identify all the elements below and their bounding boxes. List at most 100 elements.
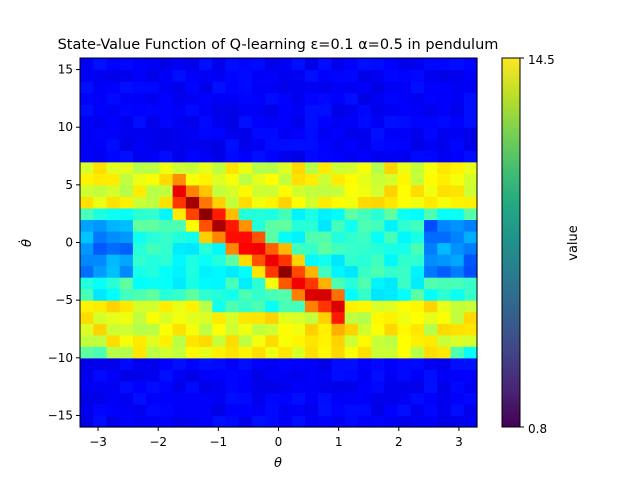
heatmap-cell [225, 311, 240, 324]
heatmap-cell [397, 323, 412, 336]
heatmap-cell [252, 403, 266, 417]
heatmap-cell [225, 346, 240, 359]
heatmap-cell [384, 69, 399, 82]
heatmap-cell [238, 207, 253, 221]
heatmap-cell [106, 92, 121, 105]
heatmap-cell [265, 415, 280, 428]
heatmap-cell [331, 92, 346, 105]
y-tick-label: −10 [48, 351, 73, 365]
heatmap-cell [238, 196, 253, 209]
heatmap-cell [424, 380, 438, 394]
heatmap-cell [424, 173, 438, 186]
heatmap-cell [119, 219, 134, 232]
heatmap-cell [344, 300, 359, 313]
heatmap-cell [450, 207, 465, 221]
heatmap-cell [199, 58, 213, 71]
heatmap-cell [304, 115, 319, 128]
heatmap-cell [106, 300, 121, 313]
heatmap-cell [185, 242, 200, 255]
heatmap-cell [146, 138, 160, 151]
heatmap-cell [252, 161, 266, 174]
heatmap-cell [185, 92, 200, 105]
heatmap-cell [450, 265, 465, 278]
heatmap-cell [172, 173, 187, 186]
heatmap-cell [93, 81, 108, 94]
heatmap-cell [93, 415, 108, 428]
heatmap-cell [450, 346, 465, 359]
heatmap-cell [252, 127, 266, 140]
heatmap-cell [265, 173, 280, 186]
heatmap-cell [357, 207, 372, 221]
heatmap-cell [357, 138, 372, 151]
heatmap-cell [159, 92, 174, 105]
heatmap-cell [278, 254, 293, 267]
heatmap-cell [384, 288, 399, 301]
heatmap-cell [410, 346, 425, 359]
heatmap-cell [93, 403, 108, 417]
heatmap-cell [371, 323, 385, 336]
heatmap-cell [185, 58, 200, 71]
heatmap-cell [318, 323, 333, 336]
heatmap-cell [106, 392, 121, 405]
heatmap-cell [132, 219, 147, 232]
heatmap-cell [225, 369, 240, 382]
heatmap-cell [106, 323, 121, 336]
heatmap-cell [318, 161, 333, 174]
heatmap-cell [265, 150, 280, 163]
heatmap-cell [172, 265, 187, 278]
heatmap-cell [278, 138, 293, 151]
heatmap-cell [304, 242, 319, 255]
heatmap-cell [318, 184, 333, 197]
heatmap-cell [146, 127, 160, 140]
heatmap-cell [318, 69, 333, 82]
heatmap-cell [357, 173, 372, 186]
heatmap-cell [252, 311, 266, 324]
heatmap-cell [93, 150, 108, 163]
heatmap-cell [252, 323, 266, 336]
heatmap-cell [159, 184, 174, 197]
heatmap-cell [106, 334, 121, 347]
heatmap-cell [132, 380, 147, 394]
heatmap-cell [265, 288, 280, 301]
heatmap-cell [278, 380, 293, 394]
heatmap-cell [463, 58, 478, 71]
heatmap-cell [212, 138, 227, 151]
heatmap-cell [252, 415, 266, 428]
heatmap-cell [278, 104, 293, 117]
heatmap-cell [146, 230, 160, 244]
heatmap-cell [331, 58, 346, 71]
heatmap-cell [291, 127, 306, 140]
heatmap-cell [397, 196, 412, 209]
heatmap-cell [410, 81, 425, 94]
heatmap-cell [106, 127, 121, 140]
heatmap-cell [384, 115, 399, 128]
heatmap-cell [463, 69, 478, 82]
heatmap-cell [225, 403, 240, 417]
heatmap-cell [80, 357, 94, 370]
heatmap-cell [106, 184, 121, 197]
heatmap-cell [172, 334, 187, 347]
heatmap-cell [238, 127, 253, 140]
heatmap-cell [304, 173, 319, 186]
heatmap-cell [371, 334, 385, 347]
heatmap-cell [252, 369, 266, 382]
heatmap-cell [146, 323, 160, 336]
heatmap-cell [278, 69, 293, 82]
heatmap-cell [132, 254, 147, 267]
heatmap-cell [106, 104, 121, 117]
heatmap-cell [397, 230, 412, 244]
heatmap-cell [185, 219, 200, 232]
heatmap-cell [357, 115, 372, 128]
heatmap-cell [424, 207, 438, 221]
heatmap-cell [199, 104, 213, 117]
heatmap-cell [397, 311, 412, 324]
heatmap-cell [410, 300, 425, 313]
heatmap-cell [424, 334, 438, 347]
heatmap-cell [132, 357, 147, 370]
heatmap-cell [185, 357, 200, 370]
heatmap-cell [278, 311, 293, 324]
colorbar-max-label: 14.5 [528, 53, 555, 67]
heatmap-cell [93, 392, 108, 405]
heatmap-cell [159, 265, 174, 278]
